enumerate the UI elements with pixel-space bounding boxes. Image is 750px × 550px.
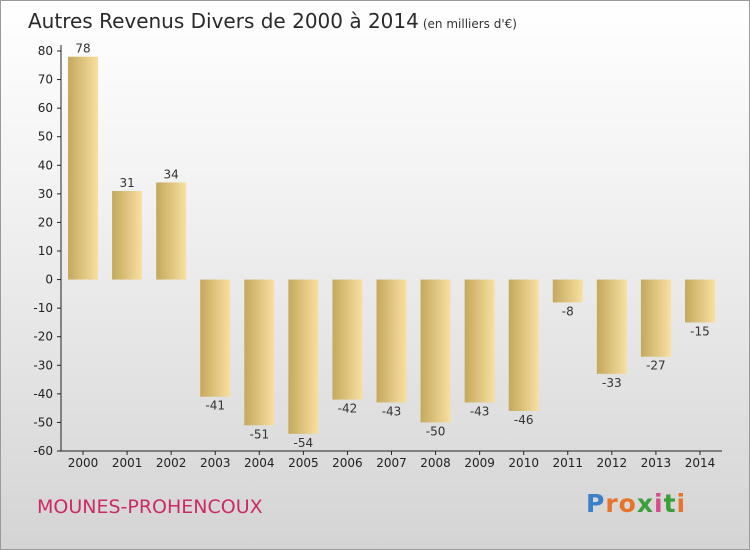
x-tick-label-2009: 2009 — [464, 456, 495, 470]
data-label-2002: 34 — [164, 167, 179, 181]
y-tick-label: -30 — [33, 358, 53, 372]
x-tick-label-2006: 2006 — [332, 456, 363, 470]
data-label-2003: -41 — [205, 399, 225, 413]
bar-2003[interactable] — [200, 279, 231, 397]
logo-letter: i — [676, 489, 687, 518]
x-tick-label-2013: 2013 — [641, 456, 672, 470]
bar-2014[interactable] — [684, 279, 715, 323]
y-tick-label: -50 — [33, 415, 53, 429]
bar-2001[interactable] — [112, 191, 143, 280]
data-label-2001: 31 — [119, 176, 134, 190]
y-tick-label: 80 — [38, 44, 53, 58]
y-tick-label: 0 — [45, 273, 53, 287]
data-label-2006: -42 — [338, 402, 358, 416]
x-tick-label-2003: 2003 — [200, 456, 231, 470]
x-tick-label-2005: 2005 — [288, 456, 319, 470]
bar-2002[interactable] — [156, 182, 187, 280]
bar-2007[interactable] — [376, 279, 407, 403]
y-tick-label: 30 — [38, 187, 53, 201]
data-label-2008: -50 — [426, 424, 446, 438]
x-tick-label-2004: 2004 — [244, 456, 275, 470]
x-tick-label-2001: 2001 — [112, 456, 143, 470]
commune-name: MOUNES-PROHENCOUX — [37, 496, 263, 518]
logo-letter: P — [586, 489, 606, 518]
bar-2004[interactable] — [244, 279, 275, 426]
y-tick-label: -20 — [33, 330, 53, 344]
y-tick-label: 70 — [38, 73, 53, 87]
x-tick-label-2000: 2000 — [68, 456, 99, 470]
bar-2005[interactable] — [288, 279, 319, 434]
data-label-2004: -51 — [249, 427, 269, 441]
chart-subtitle: (en milliers d'€) — [422, 17, 517, 31]
data-label-2013: -27 — [646, 359, 666, 373]
logo-letter: x — [636, 489, 654, 518]
bar-2008[interactable] — [420, 279, 451, 423]
bar-2000[interactable] — [68, 56, 99, 280]
data-label-2000: 78 — [75, 42, 90, 56]
bar-2009[interactable] — [464, 279, 495, 403]
x-tick-label-2011: 2011 — [552, 456, 583, 470]
data-label-2012: -33 — [602, 376, 622, 390]
logo-letter: o — [618, 489, 637, 518]
data-label-2014: -15 — [690, 324, 710, 338]
data-label-2011: -8 — [562, 304, 574, 318]
y-tick-label: 40 — [38, 158, 53, 172]
bar-2006[interactable] — [332, 279, 363, 400]
proxiti-logo[interactable]: Proxiti — [586, 489, 686, 518]
y-tick-label: -10 — [33, 301, 53, 315]
x-tick-label-2008: 2008 — [420, 456, 451, 470]
bar-2012[interactable] — [596, 279, 627, 374]
x-tick-label-2002: 2002 — [156, 456, 187, 470]
y-tick-label: -60 — [33, 444, 53, 458]
data-label-2007: -43 — [382, 404, 402, 418]
y-tick-label: 60 — [38, 101, 53, 115]
data-label-2010: -46 — [514, 413, 534, 427]
y-tick-label: 10 — [38, 244, 53, 258]
x-tick-label-2010: 2010 — [508, 456, 539, 470]
chart-title: Autres Revenus Divers de 2000 à 2014 (en … — [28, 9, 517, 33]
x-tick-label-2007: 2007 — [376, 456, 407, 470]
logo-letter: i — [654, 489, 664, 518]
y-tick-label: -40 — [33, 387, 53, 401]
y-tick-label: 50 — [38, 130, 53, 144]
bar-2013[interactable] — [640, 279, 671, 357]
x-tick-label-2012: 2012 — [597, 456, 628, 470]
logo-letter: r — [605, 489, 619, 518]
bar-2010[interactable] — [508, 279, 539, 411]
data-label-2009: -43 — [470, 404, 490, 418]
logo-letter: t — [663, 489, 677, 518]
bar-2011[interactable] — [552, 279, 583, 303]
x-tick-label-2014: 2014 — [685, 456, 716, 470]
y-tick-label: 20 — [38, 215, 53, 229]
data-label-2005: -54 — [294, 436, 314, 450]
